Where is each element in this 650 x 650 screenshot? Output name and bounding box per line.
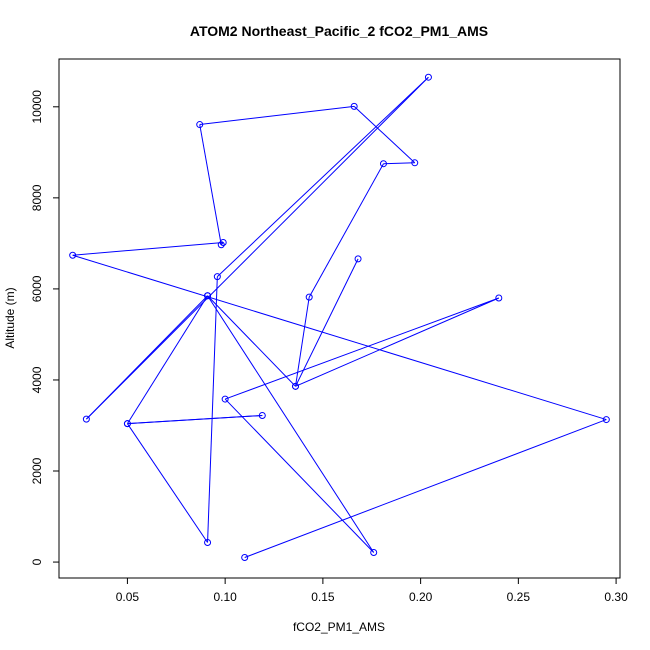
- series-line-segment: [216, 76, 429, 277]
- series-line-segment: [72, 254, 607, 421]
- series-line-segment: [86, 76, 429, 420]
- series-line-segment: [207, 276, 218, 543]
- y-tick-label: 0: [30, 558, 44, 565]
- data-point: [350, 102, 358, 110]
- x-tick-label: 0.05: [116, 590, 140, 604]
- data-point: [82, 415, 90, 423]
- series-layer: [69, 73, 610, 562]
- data-point: [370, 549, 378, 557]
- series-line-segment: [353, 105, 416, 164]
- series-line-segment: [383, 162, 415, 165]
- y-tick-label: 10000: [30, 90, 44, 124]
- x-tick-label: 0.25: [507, 590, 531, 604]
- data-point: [258, 411, 266, 419]
- series-line-segment: [126, 295, 208, 424]
- data-point: [196, 121, 204, 129]
- data-point: [204, 538, 212, 546]
- data-point: [241, 554, 249, 562]
- chart-title: ATOM2 Northeast_Pacific_2 fCO2_PM1_AMS: [190, 23, 488, 39]
- data-point: [354, 255, 362, 263]
- data-point: [602, 416, 610, 424]
- y-axis-label: Altitude (m): [3, 287, 17, 348]
- data-point: [411, 159, 419, 167]
- series-line-segment: [308, 163, 384, 298]
- data-point: [213, 273, 221, 281]
- data-point: [123, 420, 131, 428]
- series-line-segment: [199, 124, 222, 245]
- series-line-segment: [295, 258, 359, 387]
- series-line-segment: [127, 423, 208, 543]
- x-axis-label: fCO2_PM1_AMS: [293, 620, 385, 634]
- x-tick-label: 0.10: [213, 590, 237, 604]
- y-tick-label: 2000: [30, 457, 44, 484]
- data-point: [221, 395, 229, 403]
- data-point: [217, 241, 225, 249]
- data-point: [292, 382, 300, 390]
- x-axis: 0.05 0.10 0.15 0.20 0.25 0.30: [116, 577, 628, 604]
- y-tick-label: 4000: [30, 366, 44, 393]
- series-line-segment: [224, 398, 375, 553]
- data-point: [379, 160, 387, 168]
- x-tick-label: 0.15: [311, 590, 335, 604]
- series-line-segment: [244, 419, 607, 558]
- series-line-segment: [127, 414, 263, 425]
- data-point: [305, 293, 313, 301]
- series-line-segment: [207, 295, 296, 387]
- data-point: [204, 292, 212, 300]
- y-axis: 0 2000 4000 6000 8000 10000: [30, 90, 60, 565]
- data-point: [495, 294, 503, 302]
- series-line-segment: [72, 241, 224, 256]
- series-line-segment: [224, 297, 499, 400]
- series-line-segment: [207, 295, 375, 553]
- y-tick-label: 6000: [30, 275, 44, 302]
- series-line-segment: [295, 297, 310, 387]
- y-tick-label: 8000: [30, 184, 44, 211]
- data-point: [219, 238, 227, 246]
- data-point: [69, 251, 77, 259]
- x-tick-label: 0.20: [409, 590, 433, 604]
- x-tick-label: 0.30: [604, 590, 628, 604]
- series-line-segment: [295, 297, 500, 387]
- series-line-segment: [199, 105, 355, 126]
- data-point: [424, 73, 432, 81]
